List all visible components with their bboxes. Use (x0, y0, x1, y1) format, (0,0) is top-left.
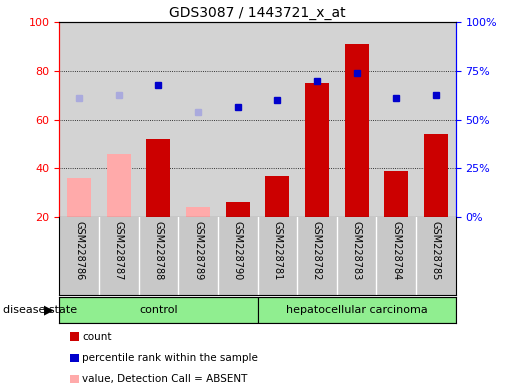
Bar (146, 139, 170, 266)
Text: disease state: disease state (3, 305, 77, 315)
Bar (107, 154, 131, 266)
Text: percentile rank within the sample: percentile rank within the sample (82, 353, 259, 363)
Bar (59, 297, 258, 323)
Text: GSM228787: GSM228787 (114, 221, 124, 280)
Text: GSM228783: GSM228783 (352, 221, 362, 280)
Text: GSM228784: GSM228784 (391, 221, 401, 280)
Bar (265, 175, 289, 266)
Text: GSM228786: GSM228786 (74, 221, 84, 280)
Text: GSM228789: GSM228789 (193, 221, 203, 280)
Bar (67, 178, 91, 266)
Bar (384, 170, 408, 266)
Bar (226, 202, 250, 266)
Bar (305, 83, 329, 266)
Text: GSM228781: GSM228781 (272, 221, 282, 280)
Bar (424, 134, 448, 266)
Text: value, Detection Call = ABSENT: value, Detection Call = ABSENT (82, 374, 248, 384)
Bar (186, 207, 210, 266)
Title: GDS3087 / 1443721_x_at: GDS3087 / 1443721_x_at (169, 6, 346, 20)
Bar (258, 297, 456, 323)
Text: count: count (82, 332, 112, 342)
Text: GSM228790: GSM228790 (233, 221, 243, 280)
Bar (345, 44, 369, 266)
Text: GSM228782: GSM228782 (312, 221, 322, 280)
Text: GSM228785: GSM228785 (431, 221, 441, 280)
Text: control: control (139, 305, 178, 315)
Text: hepatocellular carcinoma: hepatocellular carcinoma (286, 305, 427, 315)
Text: GSM228788: GSM228788 (153, 221, 163, 280)
Text: ▶: ▶ (44, 303, 54, 316)
